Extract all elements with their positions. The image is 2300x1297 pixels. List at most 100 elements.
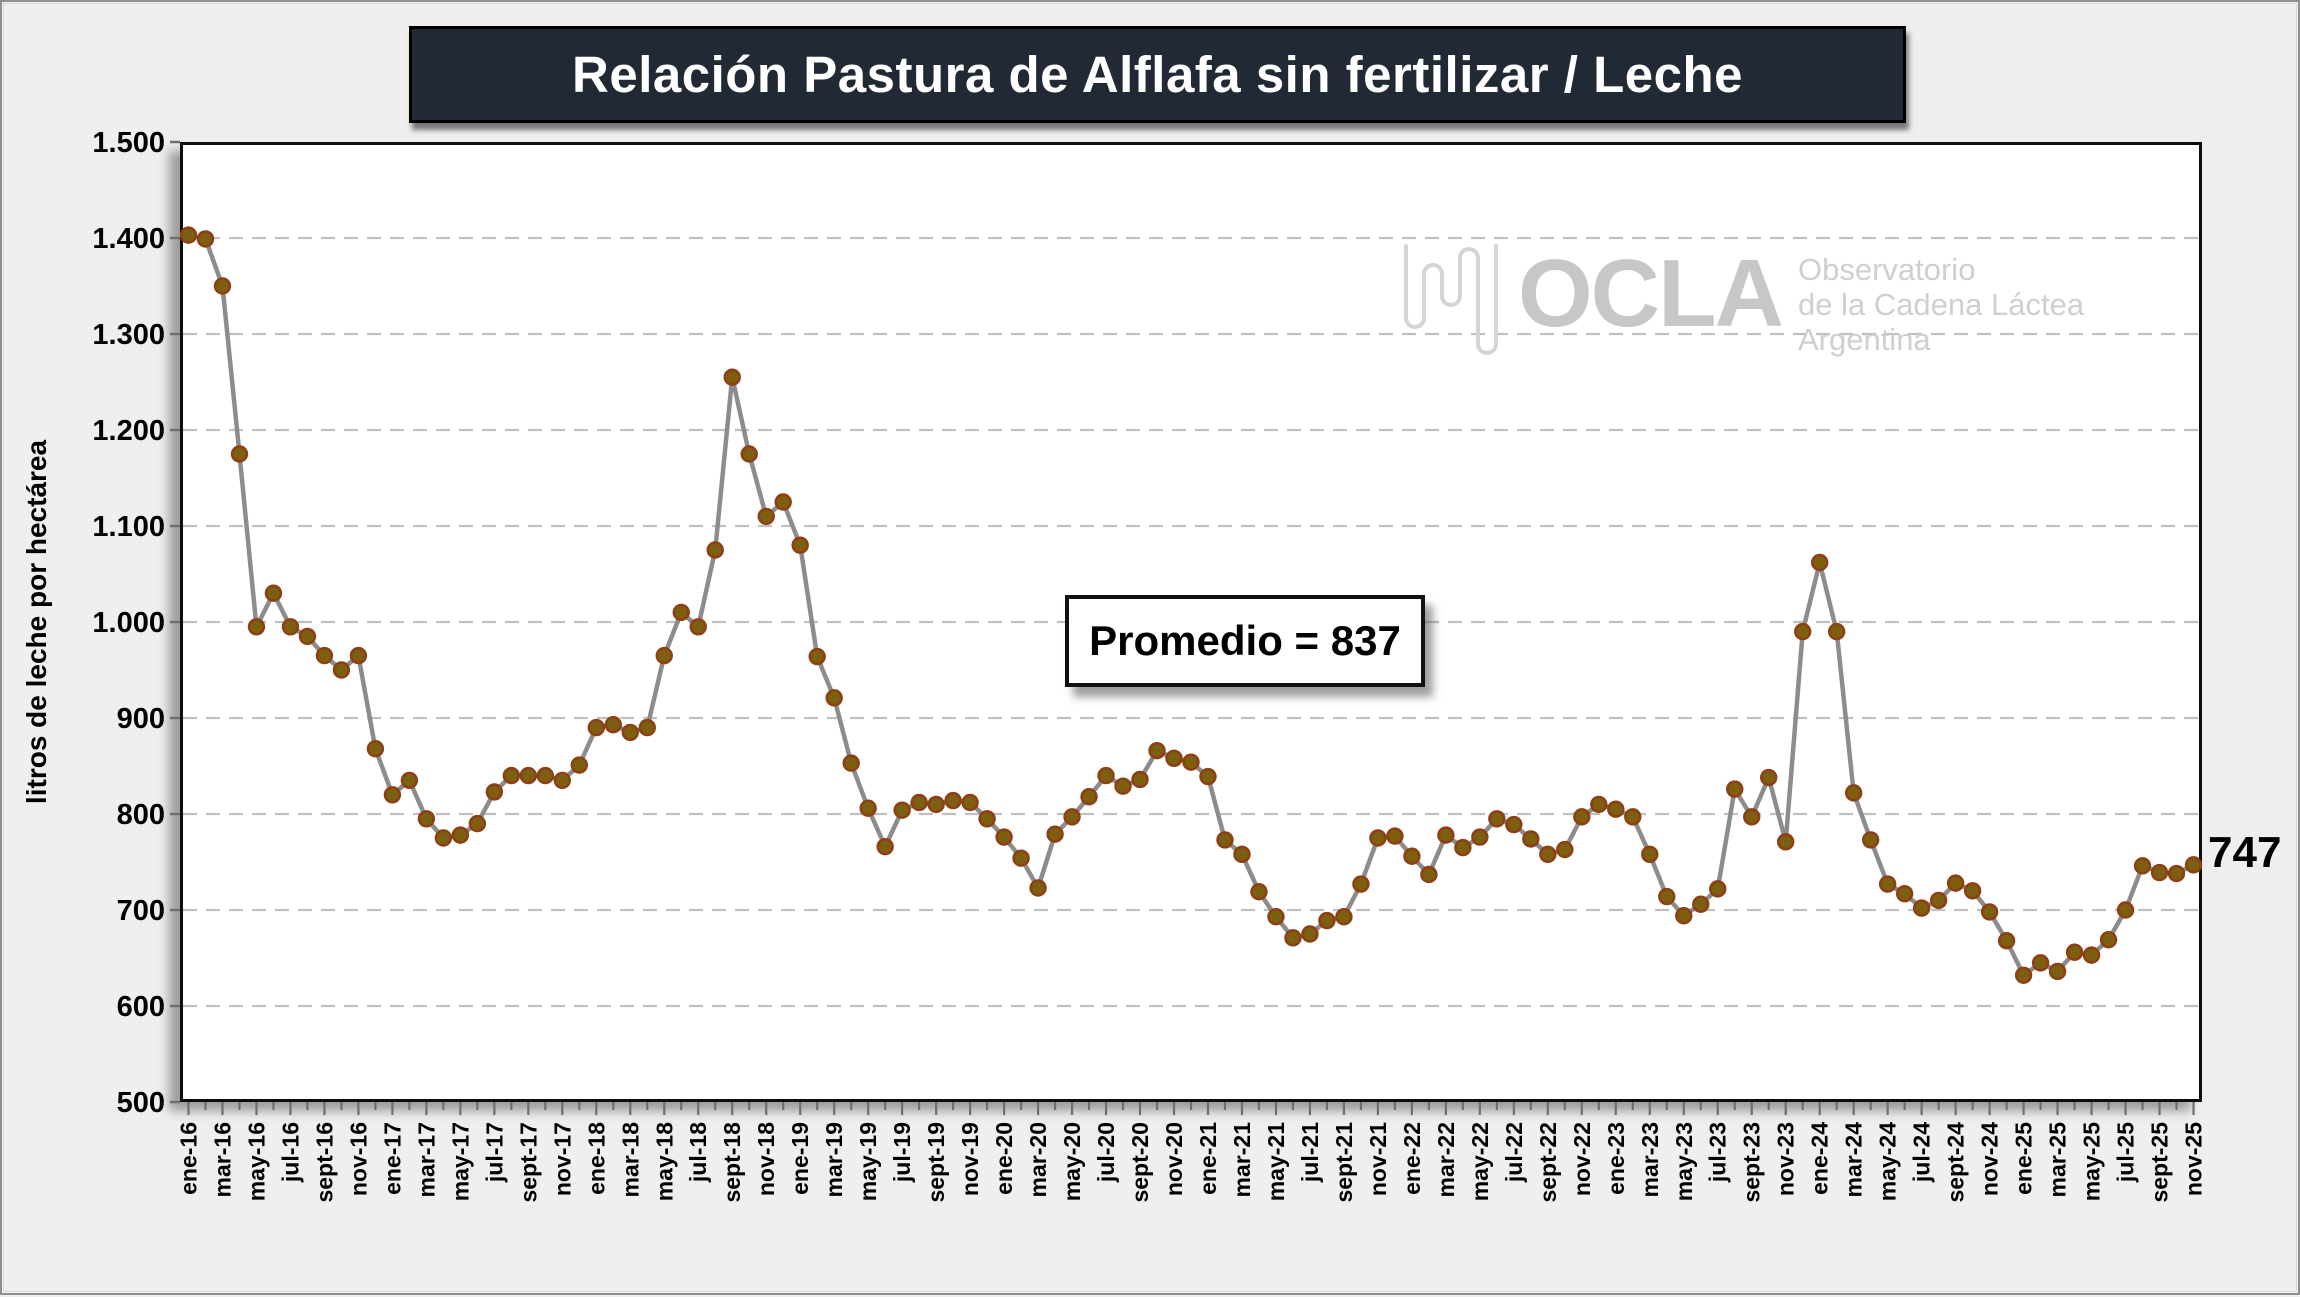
ocla-subtext-line2: de la Cadena Láctea [1797, 287, 2085, 322]
data-point [1692, 895, 1710, 913]
data-point [1709, 880, 1727, 898]
data-point [1658, 887, 1676, 906]
x-tick-label: ene-21 [1195, 1122, 1221, 1195]
x-tick-label: mar-16 [209, 1122, 235, 1197]
y-tick-label: 1.000 [92, 607, 165, 639]
data-point [1997, 932, 2016, 950]
x-tick-label: sept-18 [719, 1122, 745, 1203]
data-point [791, 536, 809, 554]
x-tick-label: mar-17 [413, 1122, 439, 1197]
ocla-subtext-line1: Observatorio [1797, 252, 1976, 287]
x-tick-label: jul-25 [2113, 1122, 2139, 1183]
data-point [1675, 907, 1693, 925]
data-point [2065, 943, 2084, 961]
data-point [944, 791, 962, 810]
data-point [604, 716, 622, 734]
x-tick-label: mar-22 [1433, 1122, 1459, 1197]
data-point [2133, 857, 2152, 875]
x-tick-label: jul-17 [481, 1122, 507, 1183]
data-point [672, 603, 690, 622]
x-tick-label: may-17 [447, 1122, 473, 1201]
data-point [1454, 838, 1472, 857]
x-tick-label: sept-22 [1535, 1122, 1561, 1203]
data-point [1590, 795, 1608, 814]
ocla-wordmark: OCLA [1518, 240, 1784, 347]
y-tick-label: 1.200 [92, 415, 165, 447]
data-point [842, 754, 860, 772]
y-axis-title: litros de leche por hectárea [21, 440, 52, 805]
x-tick-label: sept-17 [515, 1122, 541, 1203]
data-point [1488, 810, 1506, 828]
data-point [757, 507, 775, 526]
data-point [1895, 884, 1914, 903]
ocla-wave-icon [1404, 244, 1498, 355]
data-point [2014, 966, 2033, 984]
data-point [1097, 766, 1115, 785]
data-point [808, 647, 826, 666]
data-point [1199, 767, 1217, 786]
data-point [1335, 908, 1353, 926]
data-point [2150, 863, 2169, 882]
data-point [2048, 962, 2067, 981]
x-tick-label: may-18 [651, 1122, 677, 1201]
x-tick-label: sept-24 [1943, 1122, 1969, 1203]
y-tick-label: 700 [117, 895, 165, 927]
x-tick-label: sept-23 [1739, 1122, 1765, 1203]
x-tick-label: ene-16 [175, 1122, 201, 1195]
data-point [519, 766, 538, 785]
x-tick-label: ene-20 [991, 1122, 1017, 1195]
data-point [1844, 784, 1863, 802]
data-point [366, 740, 385, 758]
data-point [655, 646, 673, 665]
average-annotation-text: Promedio = 837 [1089, 617, 1401, 664]
data-point [893, 801, 911, 819]
data-point [1743, 808, 1761, 826]
data-point [706, 541, 724, 559]
data-point [1777, 833, 1795, 851]
data-point [434, 829, 453, 847]
x-tick-label: jul-23 [1705, 1122, 1731, 1183]
x-tick-label: sept-25 [2147, 1122, 2173, 1203]
data-point [961, 793, 979, 812]
data-point [2184, 856, 2203, 874]
ocla-subtext: Observatorio de la Cadena Láctea Argenti… [1798, 242, 2084, 357]
data-point [1369, 829, 1387, 847]
x-tick-label: may-16 [243, 1122, 269, 1201]
data-point [1793, 622, 1812, 641]
x-tick-label: ene-23 [1603, 1122, 1629, 1195]
data-point [825, 689, 843, 707]
x-tick-label: may-19 [855, 1122, 881, 1201]
data-point [1471, 828, 1489, 846]
data-point [774, 493, 792, 511]
x-tick-label: sept-21 [1331, 1122, 1357, 1203]
y-tick-label: 1.300 [92, 319, 165, 351]
data-point [1131, 770, 1149, 789]
data-point [315, 646, 334, 665]
data-point [1403, 847, 1421, 865]
y-tick-label: 1.400 [92, 223, 165, 255]
data-point [451, 826, 470, 844]
average-annotation-box: Promedio = 837 [1065, 595, 1425, 687]
y-tick-label: 1.500 [92, 127, 165, 159]
x-tick-label: nov-19 [957, 1122, 983, 1196]
data-point [1437, 826, 1455, 844]
x-tick-label: nov-16 [345, 1122, 371, 1196]
data-point [621, 723, 639, 742]
x-tick-label: may-24 [1875, 1122, 1901, 1201]
chart-title: Relación Pastura de Alflafa sin fertiliz… [572, 46, 1743, 103]
data-point [740, 445, 758, 463]
data-point [400, 771, 419, 790]
y-tick-label: 500 [117, 1087, 165, 1119]
x-tick-label: jul-20 [1093, 1122, 1119, 1183]
data-point [876, 837, 894, 856]
data-point [1878, 875, 1897, 893]
data-point [1641, 845, 1659, 864]
data-point [1420, 865, 1438, 884]
data-point [332, 661, 351, 679]
data-point [1946, 874, 1965, 892]
data-point [1046, 825, 1064, 843]
data-point [927, 795, 945, 814]
x-tick-label: jul-22 [1501, 1122, 1527, 1183]
data-point [1386, 827, 1404, 845]
data-point [1029, 879, 1047, 897]
